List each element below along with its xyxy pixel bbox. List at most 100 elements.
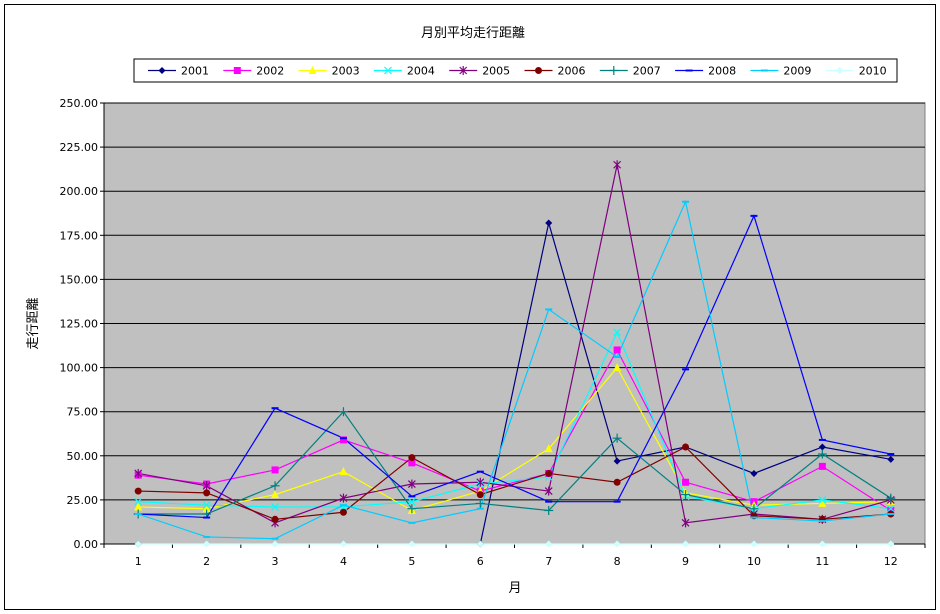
data-point-2002 <box>271 466 279 474</box>
data-point-2010 <box>476 540 484 548</box>
legend-marker <box>158 67 166 74</box>
data-point-2006 <box>545 469 553 477</box>
x-axis-label: 月 <box>508 581 521 596</box>
legend-item: 2003 <box>298 65 360 78</box>
y-tick-label: 250.00 <box>60 97 99 110</box>
data-point-2005 <box>134 468 143 478</box>
data-point-2001 <box>887 455 895 463</box>
data-point-2006 <box>476 491 484 499</box>
data-point-2004 <box>202 501 211 510</box>
data-point-2010 <box>203 540 211 548</box>
gridlines <box>104 102 925 501</box>
legend-item: 2007 <box>599 65 661 78</box>
data-point-2003 <box>134 502 143 511</box>
data-point-2007 <box>817 449 827 459</box>
legend-marker <box>609 66 619 75</box>
x-tick-label: 7 <box>545 555 552 568</box>
data-point-2001 <box>750 469 758 477</box>
data-point-2003 <box>544 444 553 453</box>
legend-item: 2006 <box>524 65 586 78</box>
data-point-2002 <box>613 346 621 354</box>
x-tick-label: 10 <box>747 555 761 568</box>
x-tick-label: 11 <box>815 555 829 568</box>
legend-box <box>133 58 898 83</box>
data-point-2006 <box>408 454 416 462</box>
x-tick-label: 4 <box>340 555 347 568</box>
y-tick-label: 150.00 <box>60 273 99 286</box>
data-point-2004 <box>134 497 143 506</box>
data-point-2006 <box>682 443 690 451</box>
y-tick-label: 50.00 <box>67 450 99 463</box>
series-line-2002 <box>138 348 892 511</box>
data-point-2010 <box>682 540 690 548</box>
x-tick-label: 9 <box>682 555 689 568</box>
legend-label: 2005 <box>482 65 510 78</box>
x-axis: 1 2 3 4 5 6 7 8 9 10 11 12 <box>103 543 926 568</box>
data-point-2007 <box>475 498 485 508</box>
data-point-2002 <box>818 462 826 470</box>
data-point-2004 <box>818 495 827 504</box>
data-point-2007 <box>544 505 554 515</box>
legend-label: 2004 <box>407 65 435 78</box>
y-axis: 0.00 25.00 50.00 75.00 100.00 125.00 150.00 175… <box>60 97 105 551</box>
data-point-2007 <box>886 493 896 503</box>
data-point-2006 <box>271 515 279 523</box>
y-tick-label: 100.00 <box>60 362 99 375</box>
series-lines <box>138 164 892 545</box>
data-point-2005 <box>202 481 211 491</box>
data-point-2003 <box>339 467 348 476</box>
x-tick-label: 12 <box>884 555 898 568</box>
y-tick-label: 75.00 <box>67 406 99 419</box>
data-point-2007 <box>749 504 759 514</box>
legend-marker <box>308 66 317 74</box>
data-point-2010 <box>134 540 142 548</box>
data-point-2006 <box>339 508 347 516</box>
series-markers <box>133 160 896 548</box>
data-point-2007 <box>612 433 622 443</box>
data-point-2003 <box>613 363 622 372</box>
legend-label: 2002 <box>256 65 284 78</box>
data-point-2001 <box>818 443 826 451</box>
data-point-2010 <box>613 540 621 548</box>
y-tick-label: 200.00 <box>60 185 99 198</box>
data-point-2002 <box>339 436 347 444</box>
data-point-2005 <box>339 493 348 503</box>
data-point-2007 <box>681 490 691 500</box>
data-point-2010 <box>887 540 895 548</box>
data-point-2005 <box>544 486 553 496</box>
data-point-2005 <box>407 479 416 489</box>
data-point-2001 <box>613 457 621 465</box>
series-line-2009 <box>138 199 891 540</box>
data-point-2003 <box>271 490 280 499</box>
data-point-2007 <box>270 481 280 491</box>
y-tick-label: 225.00 <box>60 141 99 154</box>
y-axis-label: 走行距離 <box>26 297 41 349</box>
data-point-2002 <box>408 459 416 467</box>
legend-label: 2006 <box>558 65 586 78</box>
x-tick-label: 2 <box>203 555 210 568</box>
legend-item: 2001 <box>148 65 209 78</box>
series-line-2006 <box>138 446 891 520</box>
x-tick-label: 5 <box>408 555 415 568</box>
series-line-2004 <box>138 330 891 510</box>
legend-marker <box>383 66 392 75</box>
series-line-2007 <box>138 410 892 515</box>
legend-label: 2001 <box>181 65 209 78</box>
data-point-2006 <box>203 489 211 497</box>
legend-item: 2008 <box>675 65 736 78</box>
legend-label: 2007 <box>633 65 661 78</box>
data-point-2007 <box>338 407 348 417</box>
legend-item: 2004 <box>373 65 435 78</box>
legend-item: 2005 <box>449 65 510 78</box>
data-point-2005 <box>613 160 622 170</box>
series-line-2008 <box>138 214 891 519</box>
data-point-2005 <box>476 477 485 487</box>
legend-label: 2010 <box>859 65 887 78</box>
legend-marker <box>836 67 844 74</box>
data-point-2010 <box>408 540 416 548</box>
legend-item: 2010 <box>825 65 887 78</box>
data-point-2004 <box>613 328 622 337</box>
data-point-2002 <box>887 506 895 514</box>
series-line-2003 <box>138 366 891 512</box>
